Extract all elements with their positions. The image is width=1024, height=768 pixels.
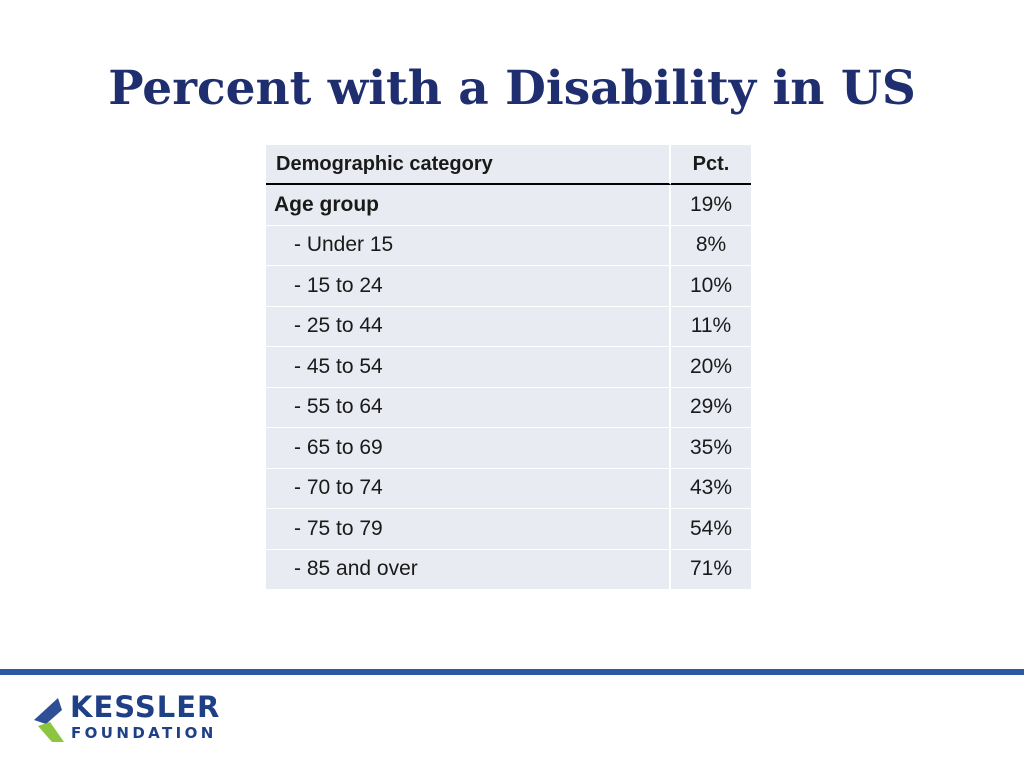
footer-divider-bar — [0, 669, 1024, 675]
table-row: - Under 15 8% — [266, 225, 751, 266]
row-pct: 29% — [671, 387, 751, 428]
row-pct: 71% — [671, 549, 751, 590]
table-row: - 70 to 74 43% — [266, 468, 751, 509]
disability-table: Demographic category Pct. Age group 19% … — [266, 145, 751, 590]
row-label: - 55 to 64 — [266, 387, 671, 428]
header-demographic-category: Demographic category — [266, 145, 671, 185]
row-label: - Under 15 — [266, 225, 671, 266]
slide-title: Percent with a Disability in US — [108, 61, 916, 116]
row-pct: 8% — [671, 225, 751, 266]
row-pct: 19% — [671, 185, 751, 226]
row-label: Age group — [266, 185, 671, 226]
row-label: - 75 to 79 — [266, 509, 671, 550]
row-pct: 11% — [671, 306, 751, 347]
table-row-age-group: Age group 19% — [266, 185, 751, 226]
table-row: - 85 and over 71% — [266, 549, 751, 590]
table-row: - 45 to 54 20% — [266, 347, 751, 388]
row-label: - 70 to 74 — [266, 468, 671, 509]
row-label: - 15 to 24 — [266, 266, 671, 307]
kessler-foundation-logo: KESSLER FOUNDATION — [32, 690, 232, 746]
row-label: - 65 to 69 — [266, 428, 671, 469]
row-label: - 45 to 54 — [266, 347, 671, 388]
row-pct: 43% — [671, 468, 751, 509]
table-header-row: Demographic category Pct. — [266, 145, 751, 185]
table-row: - 15 to 24 10% — [266, 266, 751, 307]
row-pct: 10% — [671, 266, 751, 307]
row-pct: 54% — [671, 509, 751, 550]
row-pct: 20% — [671, 347, 751, 388]
disability-table-container: Demographic category Pct. Age group 19% … — [266, 145, 751, 590]
kessler-logo-icon — [34, 698, 64, 742]
logo-text-kessler: KESSLER — [70, 690, 221, 724]
row-label: - 25 to 44 — [266, 306, 671, 347]
table-row: - 25 to 44 11% — [266, 306, 751, 347]
row-label: - 85 and over — [266, 549, 671, 590]
logo-text-foundation: FOUNDATION — [71, 724, 217, 742]
row-pct: 35% — [671, 428, 751, 469]
table-row: - 65 to 69 35% — [266, 428, 751, 469]
table-row: - 75 to 79 54% — [266, 509, 751, 550]
table-row: - 55 to 64 29% — [266, 387, 751, 428]
header-pct: Pct. — [671, 145, 751, 185]
